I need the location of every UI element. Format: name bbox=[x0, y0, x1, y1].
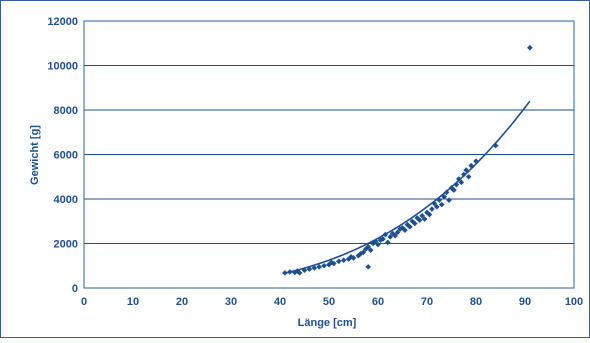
data-point bbox=[316, 264, 322, 270]
data-point bbox=[301, 267, 308, 273]
data-point bbox=[468, 162, 474, 169]
data-point bbox=[460, 171, 467, 178]
data-point bbox=[407, 224, 413, 230]
data-point bbox=[382, 231, 389, 238]
data-point bbox=[465, 173, 472, 180]
data-point bbox=[336, 258, 342, 265]
x-axis-title: Länge [cm] bbox=[298, 317, 357, 329]
data-point bbox=[397, 226, 403, 232]
y-tick-label: 0 bbox=[72, 283, 78, 295]
x-tick-label: 80 bbox=[470, 296, 482, 308]
data-point bbox=[358, 250, 364, 257]
data-point bbox=[294, 268, 300, 274]
data-point bbox=[426, 211, 433, 218]
data-points bbox=[282, 44, 533, 276]
y-tick-label: 10000 bbox=[47, 61, 78, 73]
x-tick-label: 0 bbox=[81, 296, 87, 308]
data-point bbox=[340, 257, 347, 263]
data-point bbox=[441, 193, 447, 200]
data-point bbox=[365, 244, 371, 250]
data-point bbox=[431, 200, 438, 207]
y-tick-label: 2000 bbox=[54, 239, 78, 251]
data-point bbox=[443, 189, 450, 196]
data-point bbox=[372, 238, 379, 245]
data-point bbox=[282, 270, 288, 276]
y-tick-label: 4000 bbox=[54, 194, 78, 206]
data-point bbox=[446, 197, 452, 203]
data-point bbox=[331, 260, 337, 267]
data-point bbox=[429, 206, 435, 212]
trendline-curve bbox=[284, 100, 531, 274]
x-tick-label: 60 bbox=[372, 296, 384, 308]
gridlines bbox=[84, 65, 574, 244]
data-point bbox=[394, 229, 401, 236]
data-point bbox=[348, 254, 354, 260]
data-point bbox=[458, 179, 465, 186]
data-point bbox=[416, 217, 423, 223]
x-tick-label: 40 bbox=[274, 296, 286, 308]
data-point bbox=[404, 221, 411, 228]
y-tick-labels: 0 2000 4000 6000 8000 10000 12000 bbox=[47, 16, 78, 295]
x-tick-label: 70 bbox=[421, 296, 433, 308]
data-point bbox=[451, 187, 457, 193]
data-point bbox=[419, 212, 425, 219]
x-tick-label: 30 bbox=[225, 296, 237, 308]
data-point bbox=[355, 252, 362, 259]
data-point bbox=[350, 255, 357, 261]
data-point bbox=[380, 236, 386, 242]
data-point bbox=[409, 218, 416, 225]
data-point bbox=[296, 270, 303, 276]
data-point bbox=[311, 265, 318, 271]
data-point bbox=[385, 239, 391, 246]
data-point bbox=[463, 167, 469, 173]
x-tick-label: 100 bbox=[565, 296, 583, 308]
data-point bbox=[392, 232, 398, 239]
x-tick-label: 10 bbox=[127, 296, 139, 308]
data-point bbox=[306, 266, 313, 272]
y-axis-title: Gewicht [g] bbox=[29, 125, 41, 185]
data-point bbox=[287, 269, 293, 275]
data-point bbox=[402, 227, 408, 233]
data-point bbox=[421, 216, 428, 222]
data-point bbox=[389, 230, 396, 237]
data-point bbox=[399, 225, 406, 231]
x-tick-label: 20 bbox=[176, 296, 188, 308]
data-point bbox=[321, 262, 327, 269]
data-point bbox=[377, 237, 384, 243]
data-point bbox=[326, 261, 332, 268]
y-tick-label: 6000 bbox=[54, 150, 78, 162]
data-point bbox=[367, 247, 374, 253]
data-point bbox=[365, 264, 371, 270]
data-point bbox=[434, 203, 440, 210]
data-point bbox=[411, 220, 418, 227]
y-tick-label: 8000 bbox=[54, 105, 78, 117]
data-point bbox=[453, 181, 460, 188]
data-point bbox=[456, 176, 462, 182]
plot-area bbox=[83, 20, 575, 289]
data-point bbox=[527, 44, 533, 51]
x-tick-labels: 0 10 20 30 40 50 60 70 80 90 100 bbox=[81, 296, 583, 308]
x-tick-label: 50 bbox=[323, 296, 335, 308]
data-point bbox=[492, 142, 499, 149]
data-point bbox=[438, 201, 445, 208]
data-point bbox=[473, 158, 479, 164]
data-point bbox=[375, 241, 381, 248]
x-tick-label: 90 bbox=[519, 296, 531, 308]
data-point bbox=[345, 256, 352, 262]
y-tick-label: 12000 bbox=[47, 16, 78, 28]
data-point bbox=[436, 197, 443, 203]
data-point bbox=[360, 249, 367, 256]
data-point bbox=[387, 234, 394, 240]
